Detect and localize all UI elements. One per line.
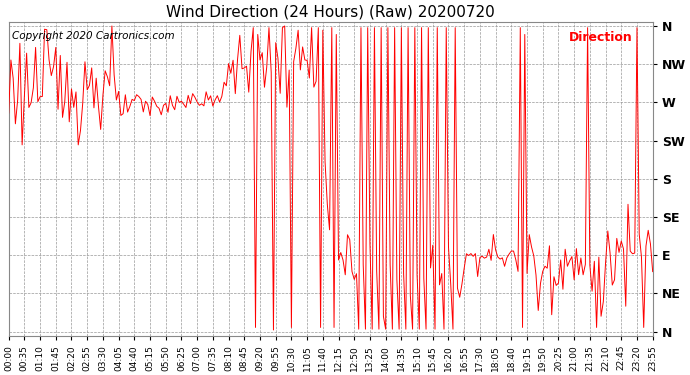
Text: Direction: Direction <box>569 31 633 44</box>
Title: Wind Direction (24 Hours) (Raw) 20200720: Wind Direction (24 Hours) (Raw) 20200720 <box>166 4 495 19</box>
Text: Copyright 2020 Cartronics.com: Copyright 2020 Cartronics.com <box>12 31 175 41</box>
